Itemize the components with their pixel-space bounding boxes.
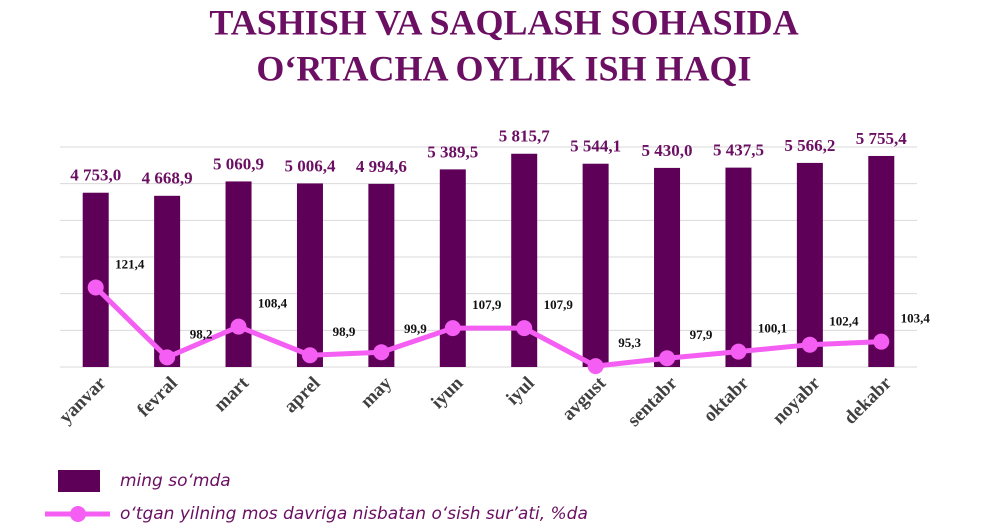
bar	[582, 163, 609, 367]
data-label: 97,9	[690, 327, 713, 342]
data-label: 4 753,0	[70, 166, 121, 185]
data-label: 5 566,2	[784, 136, 835, 155]
x-tick-label: dekabr	[840, 372, 896, 428]
data-label: 95,3	[618, 335, 641, 350]
data-label: 4 994,6	[356, 157, 407, 176]
x-tick-label: avgust	[558, 372, 611, 425]
chart-title: O‘RTACHA OYLIK ISH HAQI	[256, 48, 751, 88]
bar	[225, 181, 252, 367]
data-label: 5 430,0	[642, 141, 693, 160]
line-marker	[801, 336, 818, 353]
line-marker	[373, 344, 390, 361]
bar	[439, 169, 466, 367]
line-marker	[587, 358, 604, 375]
x-tick-label: iyun	[427, 372, 468, 413]
data-label: 5 006,4	[284, 156, 336, 175]
line-marker	[87, 279, 104, 296]
data-label: 100,1	[758, 321, 787, 336]
data-label: 98,9	[333, 324, 356, 339]
line-marker	[873, 333, 890, 350]
data-label: 107,9	[544, 297, 574, 312]
data-label: 121,4	[115, 256, 145, 271]
legend-label: ming so‘mda	[120, 471, 231, 491]
line-marker	[230, 318, 247, 335]
bar	[725, 167, 752, 367]
line	[93, 285, 882, 369]
x-tick-label: aprel	[280, 373, 324, 417]
data-label: 5 437,5	[713, 141, 764, 160]
legend-swatch	[70, 506, 86, 522]
data-label: 5 060,9	[213, 154, 264, 173]
line-marker	[516, 320, 533, 337]
data-label: 107,9	[472, 297, 502, 312]
line-marker	[444, 320, 461, 337]
data-label: 102,4	[829, 314, 859, 329]
x-tick-label: fevral	[133, 373, 181, 421]
line-marker	[159, 349, 176, 366]
data-label: 5 544,1	[570, 137, 621, 156]
x-tick-label: iyul	[502, 373, 539, 410]
data-label: 108,4	[258, 296, 288, 311]
bar	[296, 183, 323, 367]
legend-label: o‘tgan yilning mos davriga nisbatan o‘si…	[120, 504, 588, 524]
data-label: 99,9	[404, 321, 427, 336]
bar	[368, 183, 395, 367]
line-marker	[730, 343, 747, 360]
x-tick-label: yanvar	[55, 372, 111, 428]
line-marker	[659, 350, 676, 367]
x-tick-label: noyabr	[769, 372, 825, 428]
bar	[868, 155, 895, 367]
data-label: 4 668,9	[142, 169, 193, 188]
bar	[796, 162, 823, 367]
x-tick-label: mart	[210, 372, 254, 416]
x-tick-label: sentabr	[624, 372, 683, 431]
data-label: 98,2	[190, 326, 213, 341]
bar	[654, 167, 681, 367]
line-marker	[301, 347, 318, 364]
data-label: 5 755,4	[856, 129, 908, 148]
bar	[154, 195, 181, 367]
data-label: 103,4	[901, 311, 931, 326]
chart-title: TASHISH VA SAQLASH SOHASIDA	[209, 2, 798, 42]
legend-swatch	[58, 470, 100, 492]
data-label: 5 389,5	[427, 142, 478, 161]
x-tick-label: oktabr	[699, 372, 753, 426]
data-label: 5 815,7	[499, 127, 551, 146]
x-tick-label: may	[357, 372, 397, 412]
